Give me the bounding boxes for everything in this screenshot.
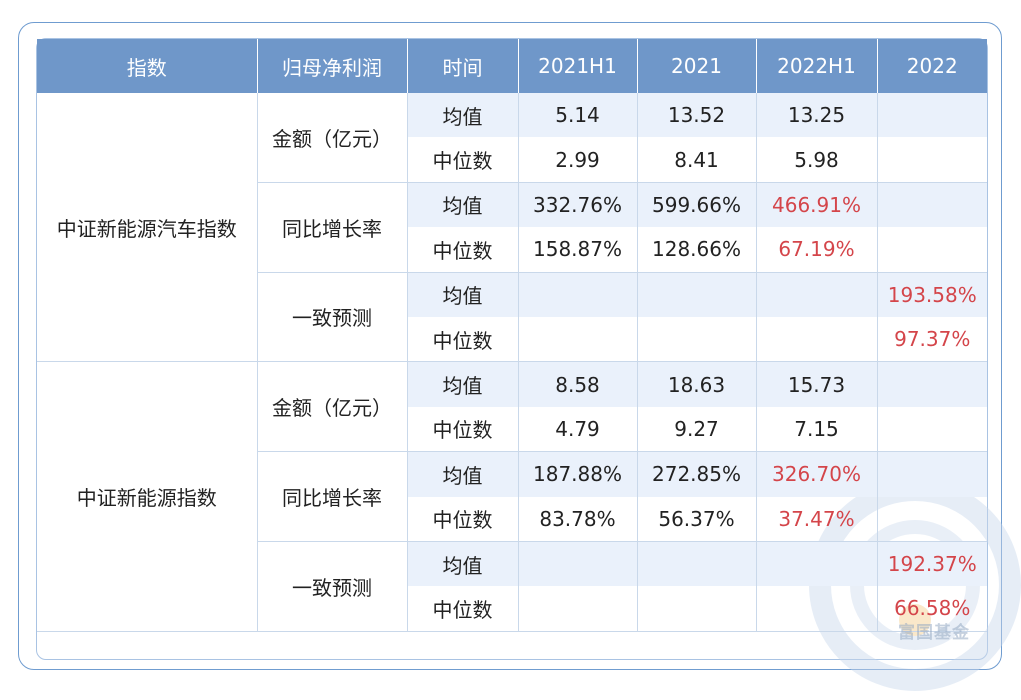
value-cell: 332.76%: [518, 182, 638, 228]
value-cell: [877, 361, 987, 407]
value-cell: 8.41: [637, 137, 757, 183]
table-row: 同比增长率 均值 187.88% 272.85% 326.70%: [37, 451, 987, 542]
metric-cell: 同比增长率: [257, 182, 408, 273]
metric-cell: 同比增长率: [257, 451, 408, 542]
stat-cell: 中位数: [407, 227, 519, 273]
metric-cell: 一致预测: [257, 541, 408, 632]
value-cell: [637, 316, 757, 363]
value-cell: 326.70%: [756, 451, 878, 497]
outer-frame: [18, 22, 1002, 670]
header-2021: 2021: [637, 39, 757, 93]
stat-cell: 中位数: [407, 406, 519, 453]
value-cell: 187.88%: [518, 451, 638, 497]
stat-cell: 均值: [407, 93, 519, 138]
value-cell: [756, 316, 878, 363]
value-cell: [518, 541, 638, 587]
value-cell: [877, 182, 987, 228]
table-row: 中位数 2.99 8.41 5.98: [37, 137, 987, 183]
table-row: 中位数 4.79 9.27 7.15: [37, 406, 987, 453]
table-row: 一致预测 均值 192.37%: [37, 541, 987, 632]
value-cell: 67.19%: [756, 227, 878, 273]
header-metric: 归母净利润: [257, 39, 408, 93]
value-cell: 128.66%: [637, 227, 757, 273]
value-cell: [518, 316, 638, 363]
profit-table: 指数 归母净利润 时间 2021H1 2021 2022H1 2022 中证新能…: [37, 39, 987, 632]
index-name-cell: 中证新能源指数: [37, 361, 258, 632]
value-cell: 66.58%: [877, 586, 987, 632]
table-row: 中位数 66.58%: [37, 586, 987, 632]
value-cell: 4.79: [518, 406, 638, 453]
watermark-text: 富国基金: [898, 623, 970, 643]
value-cell: [877, 451, 987, 497]
value-cell: 8.58: [518, 361, 638, 407]
value-cell: [518, 272, 638, 317]
header-row: 指数 归母净利润 时间 2021H1 2021 2022H1 2022: [37, 39, 987, 93]
header-2022h1: 2022H1: [756, 39, 878, 93]
value-cell: 13.25: [756, 93, 878, 138]
value-cell: 83.78%: [518, 496, 638, 542]
value-cell: 9.27: [637, 406, 757, 453]
value-cell: 37.47%: [756, 496, 878, 542]
value-cell: [877, 137, 987, 183]
value-cell: 15.73: [756, 361, 878, 407]
metric-cell: 一致预测: [257, 272, 408, 363]
stat-cell: 中位数: [407, 316, 519, 363]
value-cell: 5.14: [518, 93, 638, 138]
header-2021h1: 2021H1: [518, 39, 638, 93]
value-cell: 466.91%: [756, 182, 878, 228]
value-cell: 272.85%: [637, 451, 757, 497]
header-index: 指数: [37, 39, 258, 93]
metric-cell: 金额（亿元）: [257, 361, 408, 453]
value-cell: 193.58%: [877, 272, 987, 317]
value-cell: [877, 227, 987, 273]
value-cell: 2.99: [518, 137, 638, 183]
value-cell: [637, 586, 757, 632]
value-cell: 56.37%: [637, 496, 757, 542]
value-cell: 599.66%: [637, 182, 757, 228]
value-cell: 7.15: [756, 406, 878, 453]
stat-cell: 中位数: [407, 137, 519, 183]
table-row: 同比增长率 均值 332.76% 599.66% 466.91%: [37, 182, 987, 273]
stat-cell: 均值: [407, 361, 519, 407]
header-time: 时间: [407, 39, 519, 93]
stat-cell: 中位数: [407, 586, 519, 632]
header-2022: 2022: [877, 39, 987, 93]
inner-frame: [36, 38, 988, 660]
value-cell: [518, 586, 638, 632]
value-cell: 192.37%: [877, 541, 987, 587]
value-cell: 13.52: [637, 93, 757, 138]
stat-cell: 中位数: [407, 496, 519, 542]
value-cell: [637, 272, 757, 317]
value-cell: [756, 541, 878, 587]
table-row: 中证新能源指数 金额（亿元） 均值 8.58 18.63 15.73: [37, 361, 987, 632]
metric-cell: 金额（亿元）: [257, 93, 408, 183]
value-cell: 158.87%: [518, 227, 638, 273]
value-cell: 18.63: [637, 361, 757, 407]
value-cell: [637, 541, 757, 587]
value-cell: [877, 406, 987, 453]
stat-cell: 均值: [407, 272, 519, 317]
value-cell: [756, 586, 878, 632]
table-row: 中位数 97.37%: [37, 316, 987, 363]
stat-cell: 均值: [407, 541, 519, 587]
stat-cell: 均值: [407, 182, 519, 228]
table-body: 中证新能源汽车指数 金额（亿元） 均值 5.14 13.52 13.25 中位数 2.99 8.…: [37, 93, 987, 632]
value-cell: 97.37%: [877, 316, 987, 363]
table-row: 中证新能源汽车指数 金额（亿元） 均值 5.14 13.52 13.25: [37, 93, 987, 363]
value-cell: 5.98: [756, 137, 878, 183]
stat-cell: 均值: [407, 451, 519, 497]
value-cell: [877, 496, 987, 542]
table-row: 中位数 158.87% 128.66% 67.19%: [37, 227, 987, 273]
table-row: 中位数 83.78% 56.37% 37.47%: [37, 496, 987, 542]
value-cell: [877, 93, 987, 138]
index-name-cell: 中证新能源汽车指数: [37, 93, 258, 363]
table-row: 一致预测 均值 193.58%: [37, 272, 987, 363]
value-cell: [756, 272, 878, 317]
